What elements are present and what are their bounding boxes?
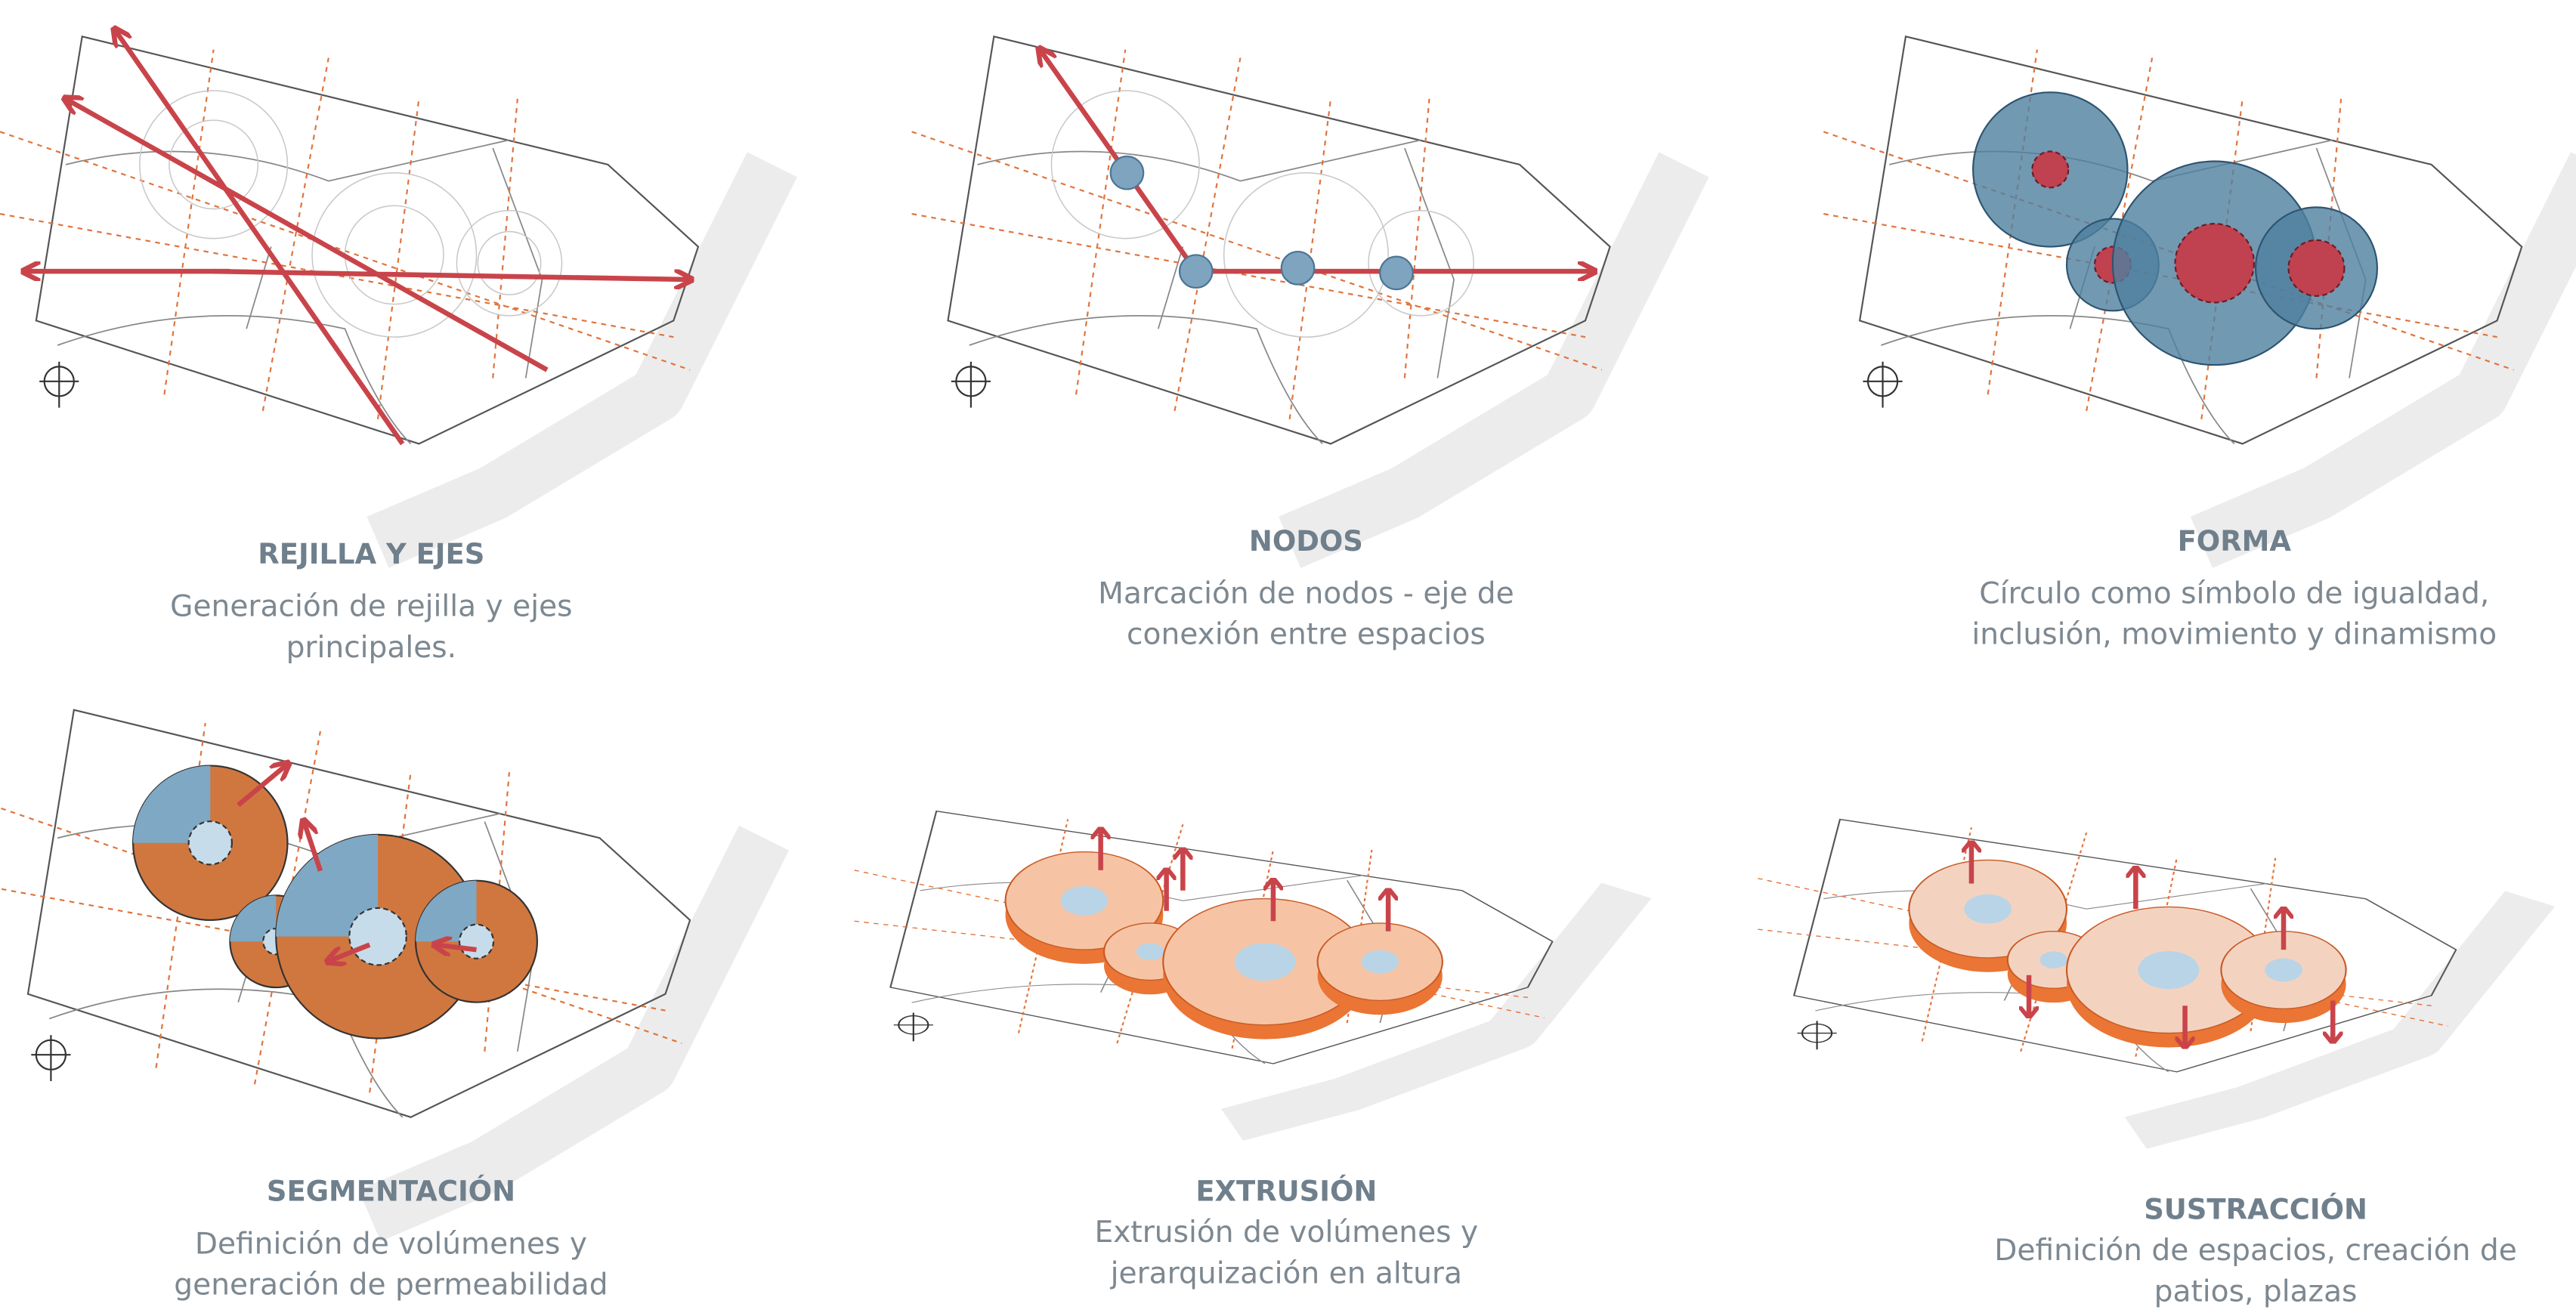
panel-description: Marcación de nodos - eje de xyxy=(1098,576,1514,610)
panel-description: Extrusión de volúmenes y xyxy=(1094,1216,1478,1250)
panel-description: Definición de volúmenes y xyxy=(195,1227,587,1261)
panel-description: inclusión, movimiento y dinamismo xyxy=(1971,618,2497,652)
permeable-slice xyxy=(416,880,477,942)
panel-title: SUSTRACCIÓN xyxy=(2144,1193,2367,1226)
panel-drawing xyxy=(1823,36,2576,542)
faint-ring xyxy=(1223,171,1389,338)
axis-arrow xyxy=(304,821,323,872)
panel-description: Generación de rejilla y ejes xyxy=(170,590,572,624)
axis-arrow xyxy=(329,942,371,962)
panel-description: principales. xyxy=(286,631,457,665)
faint-ring xyxy=(139,90,289,239)
patio xyxy=(458,923,495,959)
patio xyxy=(1060,885,1109,916)
patio xyxy=(2265,958,2302,982)
core xyxy=(2174,223,2255,304)
axis-arrow xyxy=(435,945,477,950)
panel-drawing xyxy=(912,36,1684,542)
panel-drawing xyxy=(0,710,764,1216)
faint-ring xyxy=(311,171,478,338)
permeable-slice xyxy=(133,765,211,843)
axis-arrow xyxy=(213,268,690,280)
labels: REJILLA Y EJES Generación de rejilla y ej… xyxy=(170,525,2517,1309)
patio xyxy=(1361,950,1399,974)
panel-title: REJILLA Y EJES xyxy=(258,538,484,570)
drawings xyxy=(0,30,2576,1216)
patio xyxy=(187,820,233,866)
node xyxy=(1178,254,1214,289)
permeable-slice xyxy=(276,834,379,937)
patio xyxy=(1234,943,1296,981)
panel-drawing xyxy=(1758,820,2530,1133)
axis-arrow xyxy=(237,764,287,808)
panel-description: generación de permeabilidad xyxy=(174,1268,608,1302)
panel-drawing xyxy=(855,811,1627,1125)
panel-description: conexión entre espacios xyxy=(1127,618,1486,652)
panel-title: EXTRUSIÓN xyxy=(1195,1175,1377,1208)
faint-ring xyxy=(169,119,259,210)
patio xyxy=(2138,950,2200,990)
site-plan xyxy=(912,36,1684,542)
axis-arrow xyxy=(115,30,405,446)
panel-description: Definición de espacios, creación de xyxy=(1994,1234,2517,1268)
node xyxy=(1280,250,1316,286)
panel-description: Círculo como símbolo de igualdad, xyxy=(1979,576,2489,610)
axis-arrow xyxy=(66,99,549,372)
permeable-slice xyxy=(230,895,277,942)
faint-ring xyxy=(477,230,542,295)
faint-ring xyxy=(1050,90,1200,239)
core xyxy=(2287,239,2346,297)
faint-ring xyxy=(456,209,563,317)
panel-drawing xyxy=(0,30,772,542)
node xyxy=(1109,155,1145,190)
patio xyxy=(2039,951,2067,969)
panel-title: NODOS xyxy=(1249,525,1363,558)
panel-title: FORMA xyxy=(2178,525,2292,558)
panel-description: jerarquización en altura xyxy=(1110,1256,1462,1290)
patio xyxy=(348,907,407,966)
core xyxy=(2031,150,2070,189)
patio xyxy=(1964,894,2012,924)
panel-title: SEGMENTACIÓN xyxy=(267,1175,515,1208)
faint-ring xyxy=(1368,209,1474,317)
patio xyxy=(1136,943,1164,961)
site-plan xyxy=(0,36,772,542)
panel-description: patios, plazas xyxy=(2154,1274,2358,1308)
node xyxy=(1379,255,1414,291)
